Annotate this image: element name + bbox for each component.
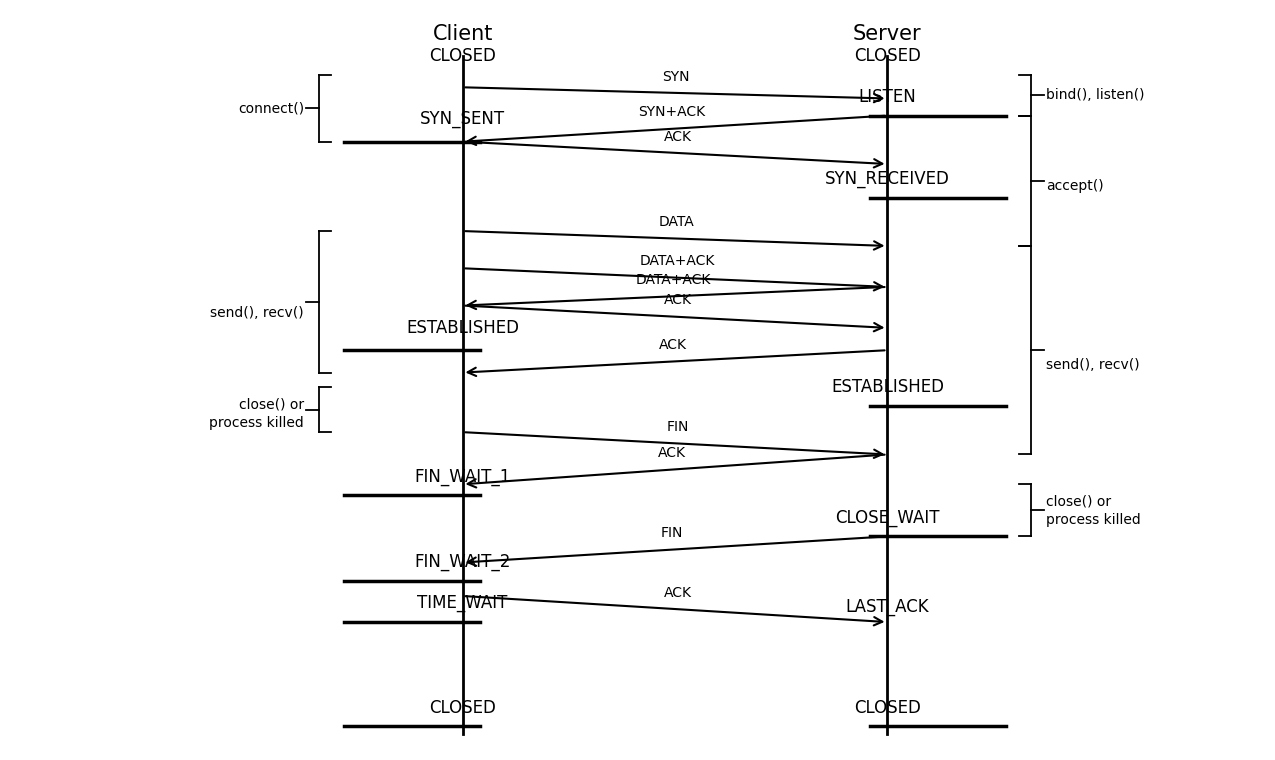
Text: CLOSED: CLOSED (854, 698, 921, 717)
Text: ACK: ACK (663, 293, 691, 307)
Text: DATA: DATA (659, 215, 695, 229)
Text: LAST_ACK: LAST_ACK (845, 598, 929, 616)
Text: ACK: ACK (663, 129, 691, 144)
Text: Server: Server (853, 24, 922, 43)
Text: close() or
process killed: close() or process killed (209, 397, 303, 429)
Text: SYN_SENT: SYN_SENT (419, 110, 505, 128)
Text: ESTABLISHED: ESTABLISHED (831, 378, 944, 397)
Text: LISTEN: LISTEN (858, 88, 917, 106)
Text: SYN_RECEIVED: SYN_RECEIVED (825, 170, 950, 188)
Text: accept(): accept() (1046, 179, 1104, 193)
Text: ACK: ACK (664, 586, 692, 600)
Text: ESTABLISHED: ESTABLISHED (405, 319, 519, 337)
Text: FIN: FIN (667, 420, 689, 434)
Text: CLOSED: CLOSED (430, 47, 496, 65)
Text: send(), recv(): send(), recv() (210, 306, 303, 320)
Text: CLOSED: CLOSED (854, 47, 921, 65)
Text: ACK: ACK (658, 446, 686, 460)
Text: SYN: SYN (663, 69, 690, 84)
Text: close() or
process killed: close() or process killed (1046, 494, 1141, 527)
Text: send(), recv(): send(), recv() (1046, 358, 1140, 372)
Text: bind(), listen(): bind(), listen() (1046, 87, 1145, 102)
Text: CLOSED: CLOSED (430, 698, 496, 717)
Text: DATA+ACK: DATA+ACK (639, 255, 715, 268)
Text: SYN+ACK: SYN+ACK (639, 106, 706, 119)
Text: FIN_WAIT_1: FIN_WAIT_1 (414, 468, 511, 486)
Text: DATA+ACK: DATA+ACK (635, 273, 710, 287)
Text: ACK: ACK (659, 338, 686, 352)
Text: Client: Client (432, 24, 492, 43)
Text: TIME_WAIT: TIME_WAIT (417, 594, 507, 613)
Text: FIN: FIN (660, 526, 683, 540)
Text: connect(): connect() (237, 101, 303, 116)
Text: CLOSE_WAIT: CLOSE_WAIT (835, 508, 940, 527)
Text: FIN_WAIT_2: FIN_WAIT_2 (414, 553, 511, 572)
